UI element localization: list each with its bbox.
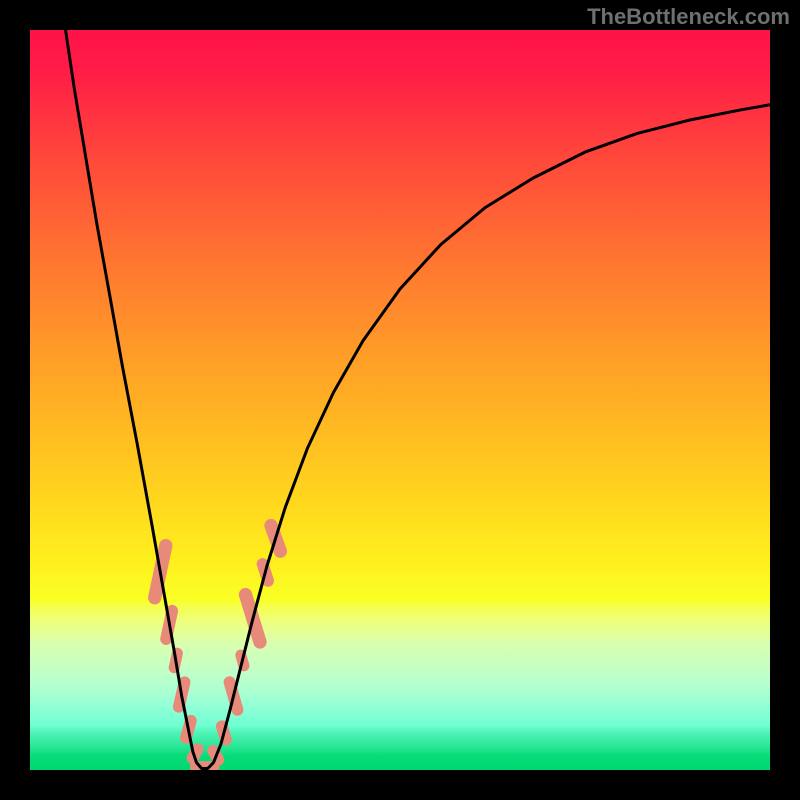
gradient-chart — [30, 30, 770, 770]
plot-area — [30, 30, 770, 770]
gradient-background — [30, 30, 770, 770]
watermark-text: TheBottleneck.com — [587, 4, 790, 30]
canvas-outer: TheBottleneck.com — [0, 0, 800, 800]
